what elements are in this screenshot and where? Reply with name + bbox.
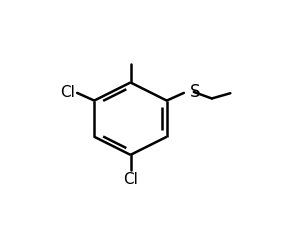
Text: Cl: Cl bbox=[60, 85, 75, 100]
Text: Cl: Cl bbox=[123, 172, 138, 187]
Text: S: S bbox=[190, 83, 200, 101]
